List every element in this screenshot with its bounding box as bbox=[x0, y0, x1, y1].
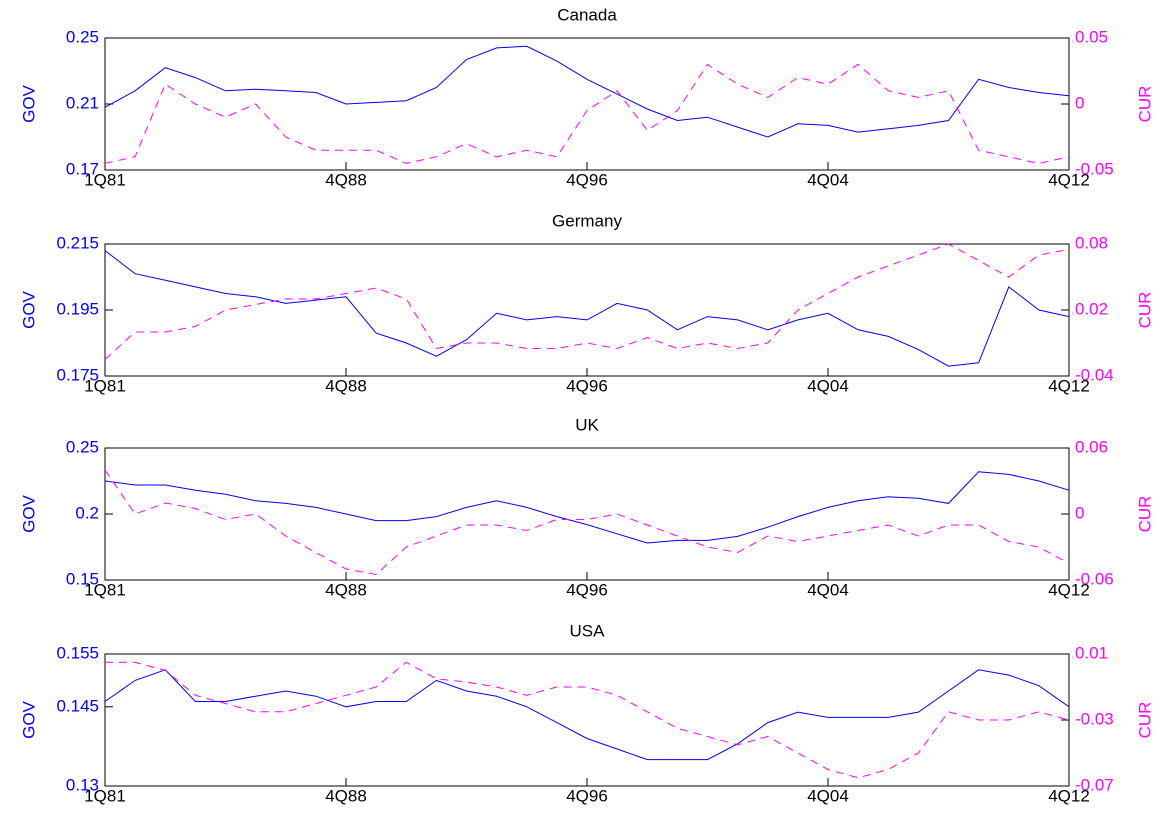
x-tick-label: 4Q88 bbox=[325, 786, 367, 805]
y-axis-label: GOV bbox=[19, 84, 38, 122]
series-line bbox=[104, 471, 1070, 544]
plot-frame bbox=[104, 447, 1070, 581]
y2-tick-label: 0.02 bbox=[1075, 299, 1108, 318]
y-tick-label: 0.155 bbox=[56, 643, 99, 662]
y2-axis-label: CUR bbox=[1135, 496, 1154, 533]
x-tick-label: 4Q96 bbox=[566, 786, 608, 805]
x-tick-label: 4Q12 bbox=[1048, 170, 1090, 189]
series-line bbox=[104, 250, 1070, 367]
x-tick-label: 4Q12 bbox=[1048, 580, 1090, 599]
y2-tick-label: 0.05 bbox=[1075, 27, 1108, 46]
y-tick-label: 0.175 bbox=[56, 365, 99, 384]
y2-axis-label: CUR bbox=[1135, 702, 1154, 739]
x-tick-label: 4Q04 bbox=[807, 376, 849, 395]
y2-tick-label: -0.04 bbox=[1075, 365, 1114, 384]
y2-tick-label: 0 bbox=[1075, 503, 1084, 522]
series-line bbox=[104, 243, 1070, 360]
x-tick-label: 4Q12 bbox=[1048, 786, 1090, 805]
subplot-title: UK bbox=[575, 415, 599, 434]
y2-axis-label: CUR bbox=[1135, 292, 1154, 329]
series-line bbox=[104, 45, 1070, 138]
y-tick-label: 0.2 bbox=[75, 503, 99, 522]
x-tick-label: 1Q81 bbox=[84, 786, 126, 805]
y-tick-label: 0.25 bbox=[66, 437, 99, 456]
series-line bbox=[104, 669, 1070, 761]
x-tick-label: 1Q81 bbox=[84, 376, 126, 395]
series-line bbox=[104, 469, 1070, 576]
plot-frame bbox=[104, 37, 1070, 171]
x-tick-label: 4Q96 bbox=[566, 376, 608, 395]
x-tick-label: 4Q04 bbox=[807, 170, 849, 189]
y2-axis-label: CUR bbox=[1135, 86, 1154, 123]
x-tick-label: 4Q04 bbox=[807, 786, 849, 805]
subplot-title: Canada bbox=[557, 5, 617, 24]
y-tick-label: 0.13 bbox=[66, 775, 99, 794]
y2-tick-label: 0.08 bbox=[1075, 233, 1108, 252]
series-line bbox=[104, 63, 1070, 164]
y-tick-label: 0.145 bbox=[56, 696, 99, 715]
x-tick-label: 4Q96 bbox=[566, 170, 608, 189]
y-tick-label: 0.15 bbox=[66, 569, 99, 588]
y2-tick-label: -0.07 bbox=[1075, 775, 1114, 794]
y2-tick-label: 0.06 bbox=[1075, 437, 1108, 456]
subplot-title: Germany bbox=[552, 211, 622, 230]
y-axis-label: GOV bbox=[19, 494, 38, 532]
y-tick-label: 0.25 bbox=[66, 27, 99, 46]
plot-frame bbox=[104, 243, 1070, 377]
x-tick-label: 1Q81 bbox=[84, 170, 126, 189]
y-tick-label: 0.195 bbox=[56, 299, 99, 318]
x-tick-label: 4Q96 bbox=[566, 580, 608, 599]
y-axis-label: GOV bbox=[19, 700, 38, 738]
plot-frame bbox=[104, 653, 1070, 787]
y2-tick-label: 0.01 bbox=[1075, 643, 1108, 662]
x-tick-label: 4Q12 bbox=[1048, 376, 1090, 395]
series-line bbox=[105, 661, 1070, 779]
y2-tick-label: -0.06 bbox=[1075, 569, 1114, 588]
x-tick-label: 4Q88 bbox=[325, 376, 367, 395]
y2-tick-label: -0.03 bbox=[1075, 709, 1114, 728]
y-tick-label: 0.215 bbox=[56, 233, 99, 252]
x-tick-label: 4Q88 bbox=[325, 580, 367, 599]
y-tick-label: 0.21 bbox=[66, 93, 99, 112]
x-tick-label: 1Q81 bbox=[84, 580, 126, 599]
subplot-title: USA bbox=[570, 621, 606, 640]
x-tick-label: 4Q88 bbox=[325, 170, 367, 189]
y2-tick-label: 0 bbox=[1075, 93, 1084, 112]
y2-tick-label: -0.05 bbox=[1075, 159, 1114, 178]
x-tick-label: 4Q04 bbox=[807, 580, 849, 599]
y-tick-label: 0.17 bbox=[66, 159, 99, 178]
y-axis-label: GOV bbox=[19, 290, 38, 328]
